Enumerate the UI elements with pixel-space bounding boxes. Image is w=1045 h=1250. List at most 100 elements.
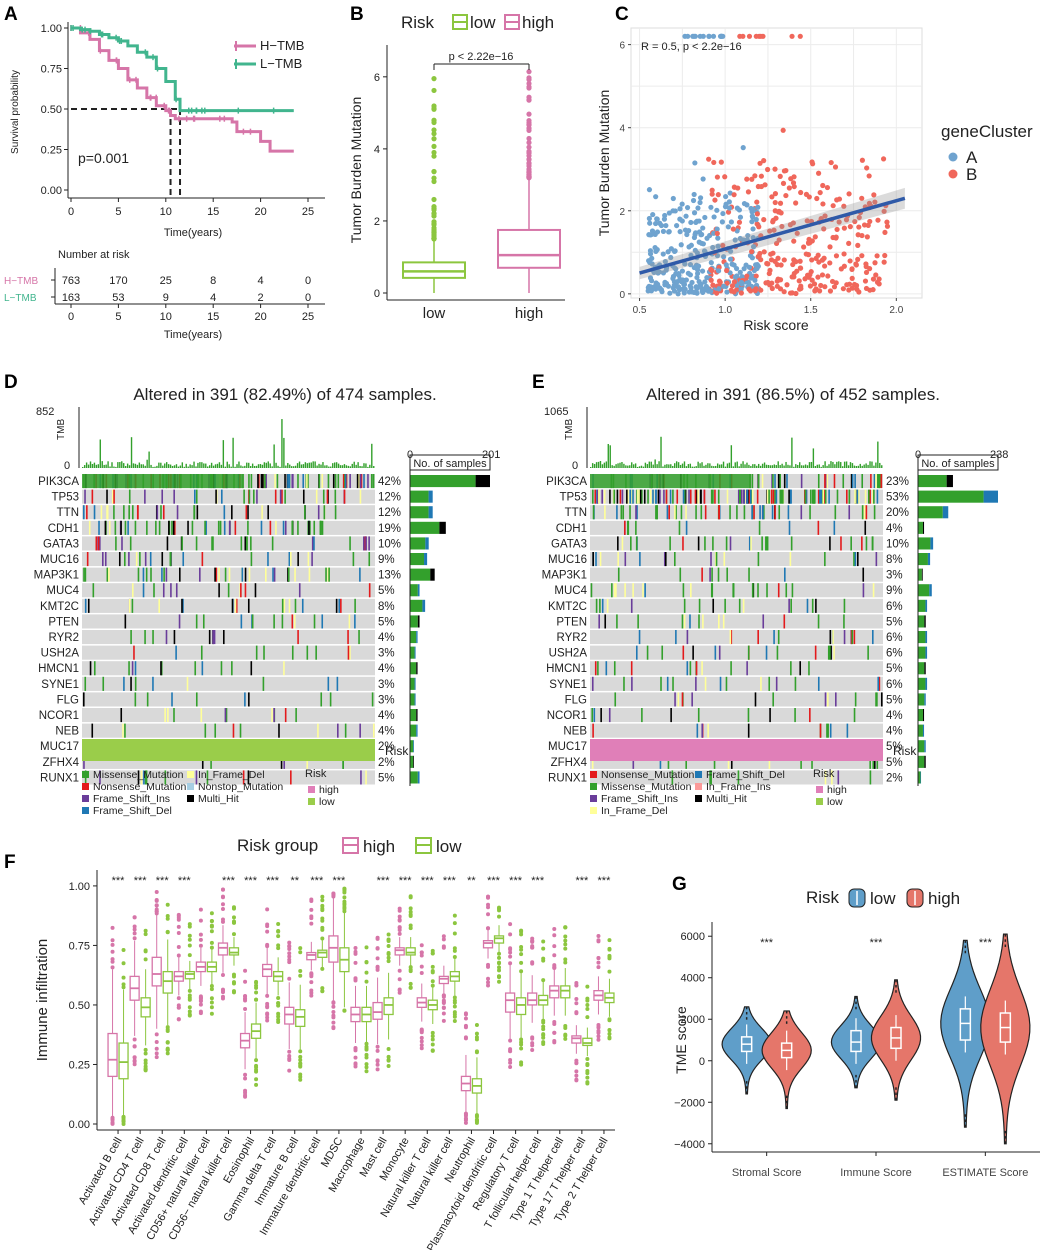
immune-outlier	[143, 949, 148, 954]
immune-outlier	[519, 929, 524, 934]
oncoplot-mutation	[279, 489, 282, 504]
oncoplot-row-bg	[82, 598, 375, 613]
oncoplot-mutation	[591, 708, 594, 723]
oncoplot-mutation	[168, 520, 170, 535]
immune-outlier	[508, 950, 513, 955]
oncoplot-tmb-bar	[363, 463, 365, 468]
oncoplot-mutation	[853, 708, 856, 723]
oncoplot-mutation	[774, 474, 776, 489]
oncoplot-mutation	[672, 489, 674, 504]
scatter-point	[686, 289, 692, 295]
immune-outlier	[331, 1010, 336, 1015]
oncoplot-legend-label: In_Frame_Del	[601, 805, 668, 817]
oncoplot-mutation	[227, 583, 230, 598]
oncoplot-mutation	[853, 552, 855, 567]
immune-outlier	[243, 979, 248, 984]
immune-outlier	[132, 924, 137, 929]
scatter-point	[696, 218, 702, 224]
oncoplot-mutation	[134, 692, 137, 707]
oncoplot-pct-label: 5%	[378, 616, 395, 628]
oncoplot-mutation	[854, 489, 856, 504]
oncoplot-mutation	[344, 723, 347, 738]
oncoplot-mutation	[725, 536, 728, 551]
scatter-point	[737, 269, 743, 275]
scatter-point	[714, 207, 720, 213]
oncoplot-mutation	[800, 754, 802, 769]
scatter-point	[647, 259, 653, 266]
scatter-point	[769, 194, 775, 200]
immune-outlier	[375, 936, 380, 941]
oncoplot-mutation	[137, 567, 140, 582]
immune-box	[482, 940, 494, 949]
oncoplot-mutation	[124, 552, 126, 567]
oncoplot-tmb-bar	[289, 464, 291, 468]
oncoplot-mutation	[288, 474, 291, 489]
oncoplot-mutation	[182, 552, 185, 567]
scatter-point	[715, 268, 722, 274]
oncoplot-mutation	[195, 536, 198, 551]
oncoplot-mutation	[91, 723, 94, 738]
oncoplot-mutation	[302, 489, 305, 504]
immune-outlier	[231, 905, 236, 910]
oncoplot-mutation	[616, 489, 619, 504]
scatter-point	[876, 276, 882, 282]
oncoplot-tmb-bar	[865, 463, 867, 468]
oncoplot-mutation	[685, 520, 688, 535]
oncoplot-mutation	[743, 489, 745, 504]
oncoplot-mutation	[780, 489, 783, 504]
oncoplot-tmb-bar	[103, 464, 105, 468]
scatter-point	[718, 159, 724, 165]
box-y-tick-label: 4	[374, 144, 380, 156]
oncoplot-mutation	[695, 676, 697, 691]
panel-label-B: B	[350, 4, 364, 25]
immune-outlier	[585, 1015, 590, 1020]
oncoplot-mutation	[199, 567, 201, 582]
oncoplot-legend-key	[590, 783, 597, 790]
oncoplot-mutation	[779, 474, 782, 489]
immune-significance: **	[467, 875, 476, 887]
immune-outlier	[441, 934, 446, 939]
oncoplot-row-bg	[82, 645, 375, 660]
oncoplot-mutation	[661, 645, 664, 660]
oncoplot-mutation	[763, 505, 765, 520]
oncoplot-tmb-bar	[793, 466, 795, 468]
oncoplot-gene-label: MAP3K1	[542, 570, 587, 582]
oncoplot-mutation	[772, 489, 775, 504]
scatter-point	[779, 223, 785, 230]
oncoplot-pct-label: 6%	[886, 601, 903, 613]
oncoplot-mutation	[191, 520, 194, 535]
immune-outlier	[419, 950, 424, 955]
oncoplot-mutation	[690, 583, 692, 598]
immune-outlier	[165, 902, 170, 907]
oncoplot-mutation	[329, 692, 332, 707]
immune-outlier	[243, 1090, 248, 1095]
oncoplot-mutation	[788, 598, 790, 613]
scatter-point	[843, 217, 850, 223]
oncoplot-mutation	[244, 536, 247, 551]
oncoplot-pct-label: 4%	[378, 710, 395, 722]
oncoplot-mutation	[826, 723, 828, 738]
immune-outlier	[220, 895, 225, 900]
oncoplot-mutation	[210, 754, 212, 769]
oncoplot-mutation	[656, 505, 658, 520]
oncoplot-mutation	[143, 770, 145, 785]
oncoplot-mutation	[597, 661, 599, 676]
oncoplot-mutation	[870, 474, 872, 489]
oncoplot-mutation	[193, 489, 196, 504]
scatter-point	[673, 271, 679, 277]
immune-outlier	[508, 1038, 513, 1043]
immune-outlier	[220, 994, 225, 999]
immune-outlier	[408, 981, 413, 986]
immune-outlier	[541, 1020, 546, 1025]
oncoplot-mutation	[220, 661, 223, 676]
oncoplot-pct-label: 42%	[378, 476, 401, 488]
oncoplot-mutation	[158, 598, 161, 613]
immune-outlier	[165, 916, 170, 921]
oncoplot-row-bg	[590, 692, 883, 707]
scatter-point	[789, 33, 795, 39]
violin-shape	[940, 939, 991, 1128]
immune-outlier	[132, 915, 137, 920]
oncoplot-tmb-bar	[312, 461, 314, 468]
oncoplot-mutation	[632, 583, 634, 598]
scatter-point	[693, 284, 699, 290]
